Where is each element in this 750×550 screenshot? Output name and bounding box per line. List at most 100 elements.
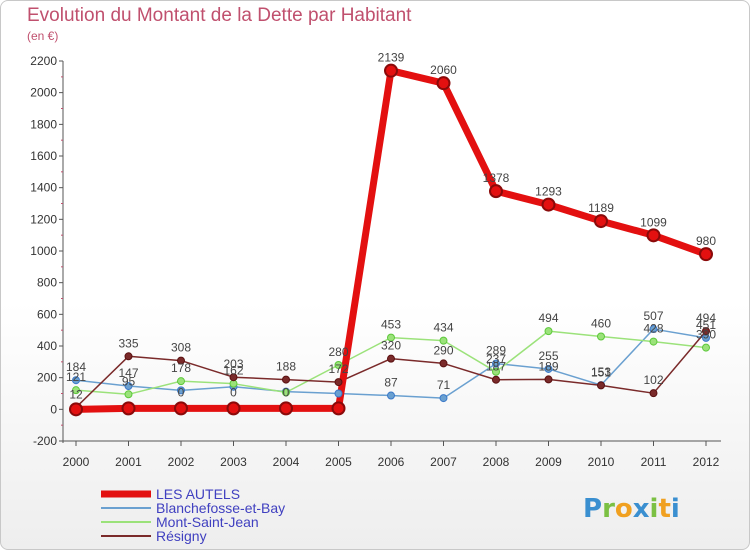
x-tick-label: 2006 — [378, 455, 405, 469]
x-tick-label: 2008 — [483, 455, 510, 469]
y-tick-label: 2200 — [30, 54, 57, 68]
y-tick-label: 1800 — [30, 117, 57, 131]
data-point — [177, 356, 185, 365]
data-label: 0 — [230, 385, 237, 399]
data-label: 121 — [66, 370, 86, 384]
data-label: 320 — [381, 339, 401, 353]
data-label: 184 — [66, 360, 86, 374]
data-label: 237 — [486, 352, 506, 366]
data-label: 494 — [696, 311, 716, 325]
data-point — [124, 382, 133, 391]
data-label: 289 — [486, 344, 506, 358]
data-label: 162 — [223, 364, 243, 378]
data-label: 153 — [591, 365, 611, 379]
y-tick-label: 800 — [37, 276, 57, 290]
y-tick-label: 600 — [37, 307, 57, 321]
legend-label: LES AUTELS — [156, 486, 240, 502]
data-point — [646, 228, 661, 243]
data-point — [124, 390, 133, 399]
proxiti-logo: Proxiti — [583, 494, 680, 524]
data-point — [702, 343, 710, 352]
data-label: 12 — [69, 387, 83, 401]
data-point — [177, 377, 185, 386]
data-point — [439, 359, 448, 368]
data-point — [649, 325, 658, 334]
data-point — [121, 401, 136, 416]
y-tick-label: 400 — [37, 339, 57, 353]
data-point — [492, 359, 500, 368]
data-label: 203 — [223, 357, 243, 371]
data-label: 71 — [437, 378, 451, 392]
x-tick-label: 2012 — [693, 455, 720, 469]
data-point — [279, 401, 293, 416]
data-label: 390 — [696, 328, 716, 342]
data-label: 1189 — [588, 201, 614, 215]
data-point — [489, 184, 503, 199]
data-point — [282, 388, 290, 397]
data-label: 2060 — [430, 63, 457, 77]
data-label: 187 — [486, 360, 506, 374]
data-point — [439, 394, 448, 403]
data-label: 178 — [171, 361, 191, 375]
data-label: 87 — [384, 376, 398, 390]
data-point — [544, 375, 553, 384]
data-point — [282, 375, 290, 384]
data-point — [334, 361, 343, 369]
data-label: 290 — [433, 343, 453, 357]
data-label: 507 — [643, 309, 663, 323]
data-point — [334, 389, 343, 398]
y-tick-label: 1400 — [30, 181, 57, 195]
data-label: 1378 — [483, 171, 510, 185]
data-point — [649, 389, 658, 398]
data-label: 102 — [643, 373, 663, 387]
data-point — [597, 381, 605, 390]
data-point — [384, 63, 398, 78]
x-tick-label: 2009 — [535, 455, 562, 469]
data-label: 95 — [122, 374, 136, 388]
data-label: 2139 — [378, 51, 405, 65]
y-tick-label: 0 — [50, 402, 57, 416]
legend-label: Résigny — [156, 528, 207, 544]
data-point — [229, 373, 238, 382]
data-point — [72, 376, 80, 385]
data-label: 453 — [381, 318, 401, 332]
data-point — [124, 352, 133, 361]
data-label: 188 — [276, 360, 296, 374]
x-tick-label: 2005 — [325, 455, 352, 469]
data-label: 308 — [171, 341, 191, 355]
data-point — [334, 378, 343, 387]
legend-label: Mont-Saint-Jean — [156, 514, 259, 530]
x-tick-label: 2000 — [63, 455, 90, 469]
data-label: 172 — [328, 362, 348, 376]
data-label: 1293 — [535, 185, 562, 199]
data-label: 280 — [328, 345, 348, 359]
x-tick-label: 2007 — [430, 455, 457, 469]
data-point — [436, 76, 451, 91]
data-point — [699, 247, 713, 262]
x-tick-label: 2001 — [115, 455, 142, 469]
data-label: 189 — [538, 359, 558, 373]
x-tick-label: 2002 — [168, 455, 195, 469]
data-label: 0 — [283, 385, 290, 399]
data-point — [439, 336, 448, 345]
y-tick-label: 1600 — [30, 149, 57, 163]
data-label: 1099 — [640, 215, 667, 229]
data-label: 255 — [538, 349, 558, 363]
data-point — [594, 214, 608, 229]
data-label: 147 — [118, 366, 138, 380]
y-tick-label: 2000 — [30, 86, 57, 100]
data-label: 460 — [591, 317, 611, 331]
data-point — [177, 386, 185, 395]
data-point — [174, 401, 188, 416]
data-point — [492, 375, 500, 384]
data-label: 428 — [643, 322, 663, 336]
data-label: 0 — [178, 385, 185, 399]
data-point — [387, 391, 395, 400]
x-tick-label: 2004 — [273, 455, 300, 469]
data-label: 434 — [433, 321, 453, 335]
data-label: 335 — [118, 336, 138, 350]
data-point — [544, 364, 553, 373]
data-point — [69, 402, 83, 417]
data-label: 980 — [696, 234, 716, 248]
